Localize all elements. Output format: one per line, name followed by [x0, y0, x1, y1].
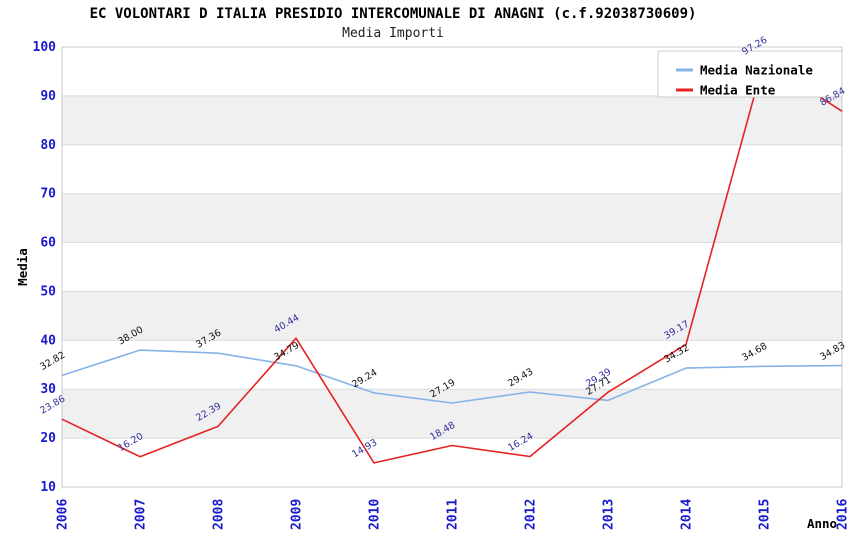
x-tick-label-2010: 2010 — [368, 499, 383, 530]
x-tick-label-2012: 2012 — [524, 499, 539, 530]
y-tick-label-20: 20 — [40, 431, 56, 446]
series-line-media-nazionale — [61, 349, 843, 404]
plot-border — [61, 46, 843, 488]
chart-subtitle: Media Importi — [342, 26, 444, 41]
plot-band — [62, 340, 842, 390]
x-tick-label-2006: 2006 — [56, 499, 71, 530]
y-tick-label-100: 100 — [33, 40, 57, 55]
plot-band — [62, 193, 842, 243]
y-axis-title: Media — [15, 248, 30, 286]
x-tick-label-2013: 2013 — [602, 499, 617, 530]
y-tick-label-80: 80 — [40, 138, 56, 153]
plot-band — [62, 95, 842, 145]
x-tick-label-2011: 2011 — [446, 499, 461, 530]
plot-band — [62, 389, 842, 439]
y-tick-label-10: 10 — [40, 480, 56, 495]
x-tick-label-2016: 2016 — [836, 499, 850, 530]
legend-label-media-nazionale: Media Nazionale — [700, 63, 813, 78]
y-tick-label-40: 40 — [40, 333, 56, 348]
plot-band — [62, 242, 842, 292]
series-line-media-ente — [61, 59, 843, 464]
plot-band — [62, 291, 842, 341]
x-axis-title: Anno — [807, 516, 837, 531]
y-tick-label-60: 60 — [40, 236, 56, 251]
y-tick-label-30: 30 — [40, 382, 56, 397]
x-tick-label-2007: 2007 — [134, 499, 149, 530]
chart-title: EC VOLONTARI D ITALIA PRESIDIO INTERCOMU… — [89, 6, 697, 22]
legend-label-media-ente: Media Ente — [700, 83, 776, 98]
x-tick-label-2008: 2008 — [212, 499, 227, 530]
y-tick-label-90: 90 — [40, 89, 56, 104]
y-tick-label-50: 50 — [40, 284, 56, 299]
y-tick-label-70: 70 — [40, 187, 56, 202]
x-tick-label-2014: 2014 — [680, 499, 695, 530]
plot-band — [62, 144, 842, 194]
x-tick-label-2015: 2015 — [758, 499, 773, 530]
x-tick-label-2009: 2009 — [290, 499, 305, 530]
